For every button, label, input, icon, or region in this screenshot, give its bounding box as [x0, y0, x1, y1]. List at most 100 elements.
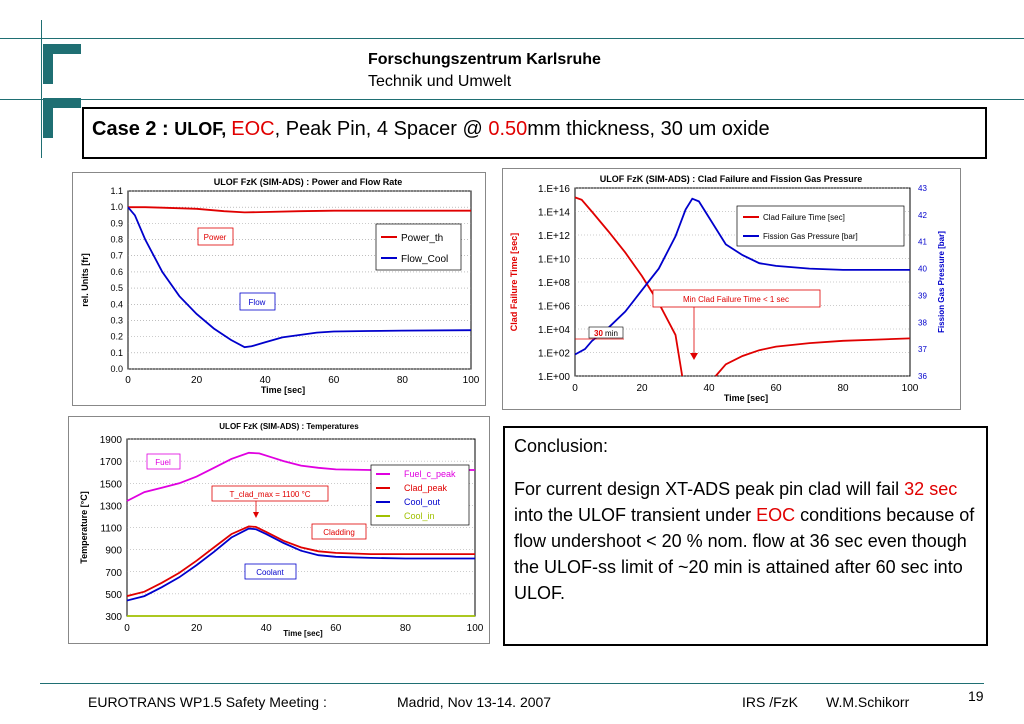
conclusion-text: For current design XT-ADS peak pin clad … [514, 476, 980, 606]
y-tick-label: 0.6 [110, 267, 123, 277]
title-rest1: , Peak Pin, 4 Spacer @ [274, 118, 489, 140]
conclusion-part1: For current design XT-ADS peak pin clad … [514, 479, 905, 499]
x-tick-label: 0 [125, 375, 131, 386]
annotation-arrow-head [690, 353, 698, 360]
annotation-box-coolant [244, 563, 297, 580]
y-tick-label: 0.0 [110, 364, 123, 374]
x-tick-label: 40 [703, 383, 715, 394]
y2-tick-label: 37 [918, 345, 927, 354]
y-tick-label: 900 [105, 546, 122, 557]
annotation-fuel: Fuel [155, 458, 171, 467]
y-tick-label: 1.E+16 [538, 184, 570, 195]
series-line-Cool_out [126, 527, 475, 602]
footer-place: Madrid, Nov 13-14. 2007 [397, 694, 552, 710]
title-frame [82, 107, 987, 159]
slide-title: Case 2 : ULOF, EOC, Peak Pin, 4 Spacer @… [92, 118, 770, 141]
y2-tick-label: 38 [918, 318, 927, 327]
footer-rule [40, 683, 984, 684]
y2-tick-label: 43 [918, 184, 927, 193]
conclusion-part2: into the ULOF transient under [514, 505, 757, 525]
legend-label: Cool_in [404, 511, 435, 521]
x-tick-label: 60 [770, 383, 782, 394]
title-case: Case 2 : [92, 118, 175, 140]
y-tick-label: 1700 [100, 457, 123, 468]
y2-tick-label: 40 [918, 265, 927, 274]
x-tick-label: 20 [191, 375, 203, 386]
legend-label: Flow_Cool [401, 254, 448, 265]
annotation-box-flow [239, 292, 276, 311]
conclusion-highlight-time: 32 sec [904, 479, 958, 499]
power-flow-chart: ULOF FzK (SIM-ADS) : Power and Flow Rate… [72, 172, 486, 406]
legend-label: Clad Failure Time [sec] [763, 213, 845, 222]
y2-tick-label: 36 [918, 372, 927, 381]
annotation-box-min-clad [652, 289, 821, 308]
series-line-fission-gas [574, 197, 910, 356]
y-tick-label: 1.E+04 [538, 325, 570, 336]
logo-left-rule [41, 20, 42, 158]
footer-author: W.M.Schikorr [826, 694, 910, 710]
y-tick-label: 1.E+00 [538, 372, 570, 383]
annotation-min: min [605, 329, 618, 338]
y-tick-label: 1.E+08 [538, 278, 570, 289]
temperatures-chart: ULOF FzK (SIM-ADS) : Temperatures 300 500 7… [68, 416, 490, 644]
header-organization: Forschungszentrum Karlsruhe [368, 51, 601, 68]
plot-area [127, 190, 472, 370]
y-tick-label: 0.8 [110, 235, 123, 245]
conclusion-highlight-eoc: EOC [756, 505, 796, 525]
annotation-power: Power [204, 233, 227, 242]
y-tick-label: 0.9 [110, 218, 123, 228]
annotation-box-power [197, 227, 234, 246]
x-axis-label: Time [sec] [261, 385, 305, 395]
annotation-box-cladding [311, 523, 367, 540]
y2-tick-label: 42 [918, 211, 927, 220]
annotation-coolant: Coolant [256, 568, 284, 577]
legend-label: Fuel_c_peak [404, 469, 456, 479]
y-tick-label: 1.E+02 [538, 349, 570, 360]
x-axis-label: Time [sec] [724, 393, 768, 403]
legend-label: Clad_peak [404, 483, 448, 493]
x-tick-label: 100 [902, 383, 919, 394]
x-tick-label: 40 [260, 375, 272, 386]
y-tick-label: 0.4 [110, 299, 123, 309]
y-tick-label: 1.E+06 [538, 302, 570, 313]
title-thickness: 0.50 [488, 118, 528, 140]
header-bottom-rule [0, 99, 1024, 100]
y-tick-label: 0.1 [110, 348, 123, 358]
logo-bottom-vertical-bar [43, 98, 53, 138]
x-tick-label: 100 [463, 375, 480, 386]
y-tick-label: 300 [105, 612, 122, 623]
y-tick-label: 1100 [100, 524, 122, 535]
series-line-clad-failure-b [715, 337, 911, 377]
x-tick-label: 100 [467, 623, 484, 634]
annotation-tclad-max: T_clad_max = 1100 °C [229, 490, 310, 499]
clad-failure-chart: ULOF FzK (SIM-ADS) : Clad Failure and Fi… [502, 168, 961, 410]
y-tick-label: 0.7 [110, 251, 123, 261]
y2-tick-label: 39 [918, 291, 927, 300]
logo-bottom-horizontal-bar [43, 98, 81, 108]
conclusion-part3: conditions because of flow undershoot < … [514, 505, 975, 603]
annotation-box-tclad [211, 485, 329, 502]
y-axis-label: rel. Units [fr] [80, 253, 90, 307]
annotation-arrow-head [253, 512, 259, 518]
y-tick-label: 0.3 [110, 315, 123, 325]
series-line-Flow_Cool [127, 206, 472, 349]
conclusion-heading: Conclusion: [514, 436, 609, 456]
footer-org: IRS /FzK [742, 694, 799, 710]
y2-tick-label: 41 [918, 238, 927, 247]
y2-axis-label: Fission Gas Pressure [bar] [937, 231, 946, 333]
y-tick-label: 1500 [100, 479, 123, 490]
series-line-clad-failure-a [574, 196, 684, 377]
chart-title: ULOF FzK (SIM-ADS) : Temperatures [219, 422, 359, 431]
y-tick-label: 0.2 [110, 332, 123, 342]
header-top-rule [0, 38, 1024, 39]
annotation-flow: Flow [249, 298, 266, 307]
legend-box [375, 223, 462, 271]
page-number: 19 [968, 688, 984, 704]
x-tick-label: 80 [837, 383, 849, 394]
logo-top-horizontal-bar [43, 44, 81, 54]
x-tick-label: 20 [636, 383, 648, 394]
y-tick-label: 1300 [100, 501, 123, 512]
y-tick-label: 1.E+14 [538, 208, 570, 219]
legend-box [736, 205, 905, 247]
y-axis-label: Temperature [°C] [79, 491, 89, 563]
